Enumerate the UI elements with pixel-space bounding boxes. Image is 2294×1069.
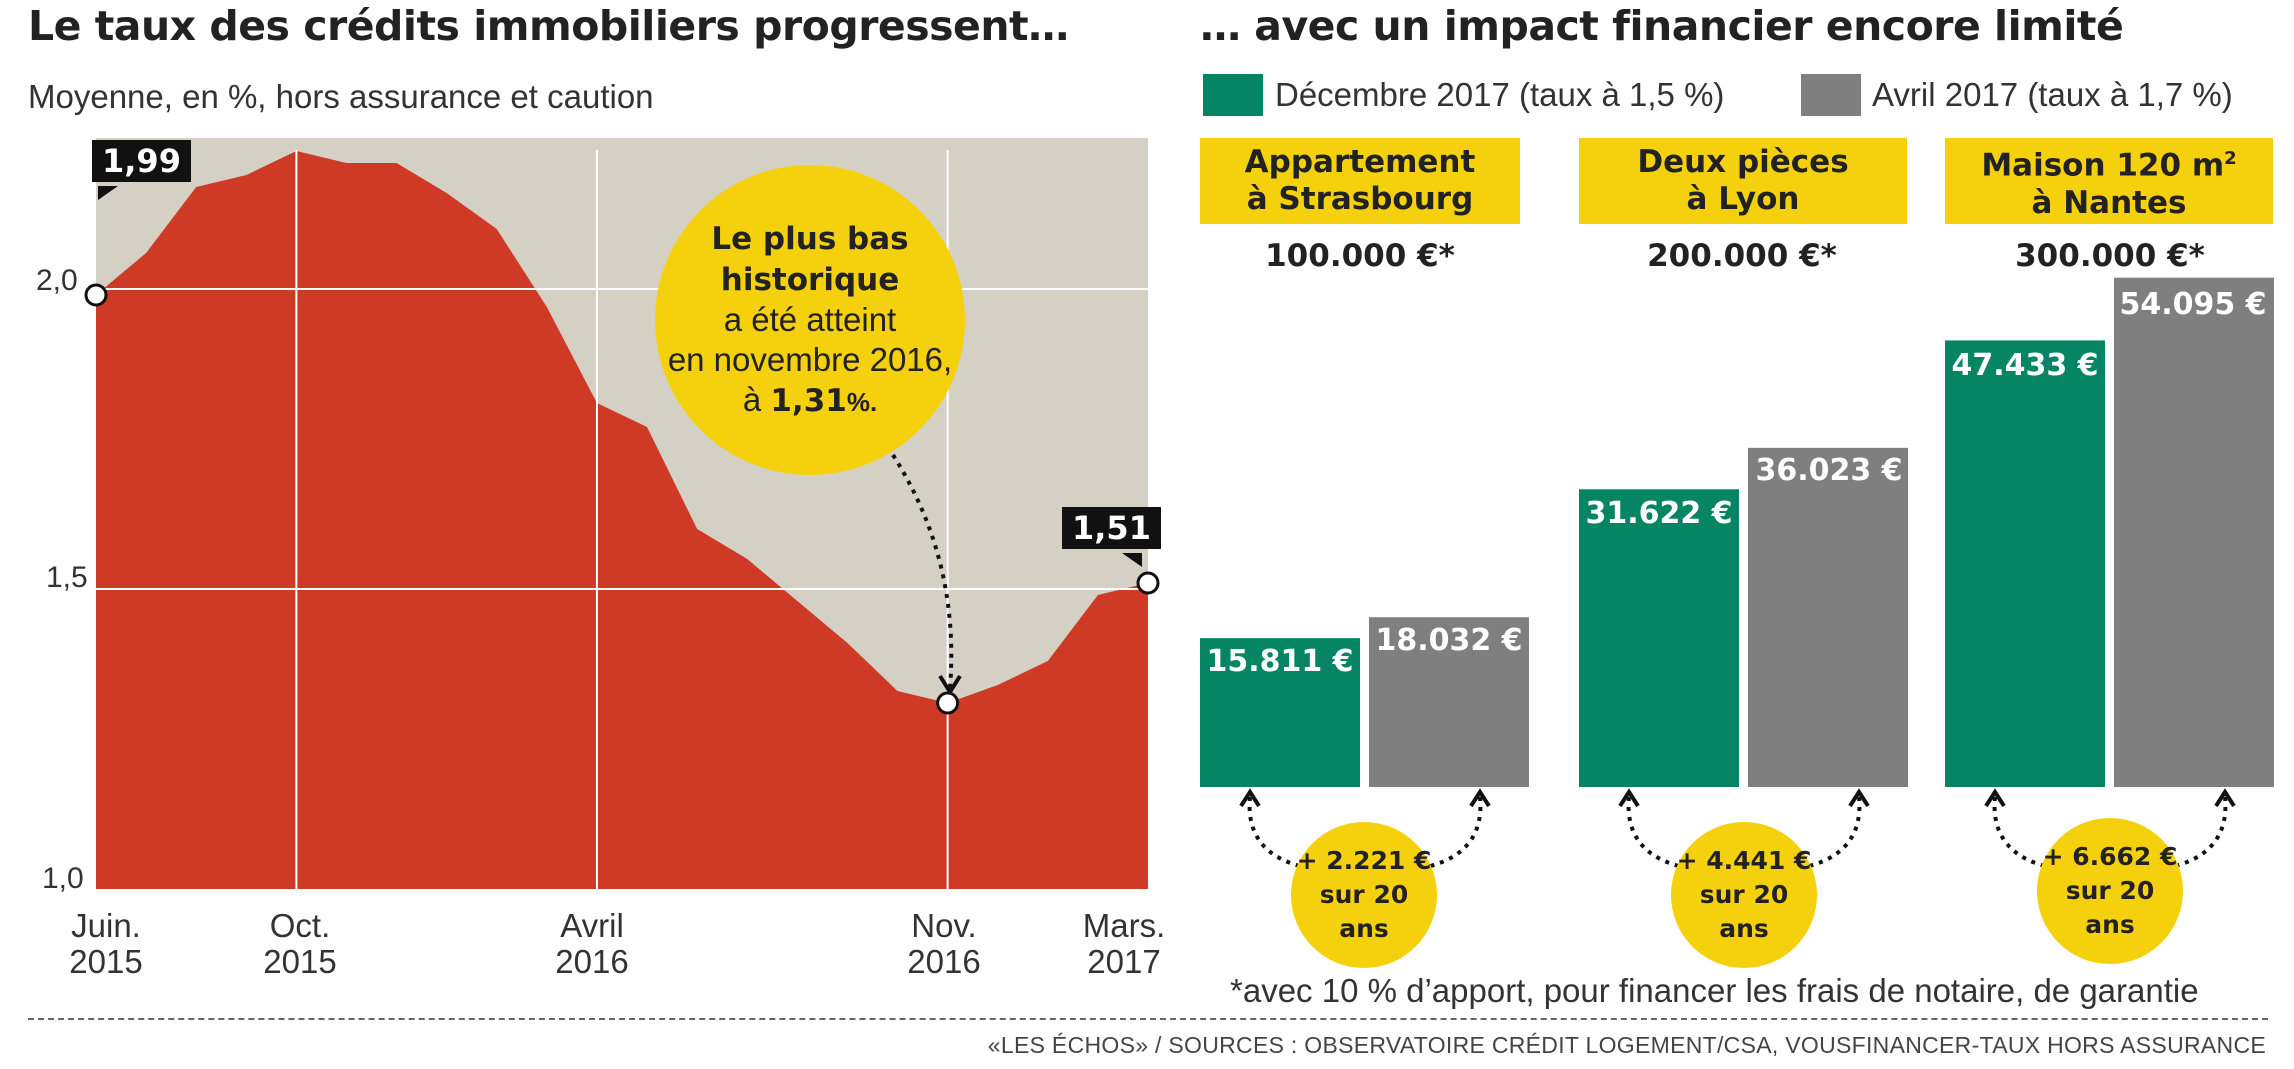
footnote: *avec 10 % d’apport, pour financer les f… [1230,972,2199,1009]
bar-value-label: 54.095 € [2119,287,2267,322]
x-tick-label: Oct. 2015 [240,908,360,980]
difference-arrow [1626,796,1700,872]
bar-value-label: 36.023 € [1755,453,1903,488]
difference-arrowhead [1239,788,1261,808]
y-tick-label: 1,0 [42,862,84,895]
callout-line: en novembre 2016, [667,341,953,378]
x-tick-label: Mars. 2017 [1064,908,1184,980]
bar-value-label: 31.622 € [1585,496,1733,531]
difference-arrowhead [1984,788,2006,808]
x-tick-month: Juin. [71,907,141,944]
x-tick-month: Nov. [911,907,977,944]
source-credit: «LES ÉCHOS» / SOURCES : OBSERVATOIRE CRÉ… [987,1032,2266,1058]
bar-value-label: 15.811 € [1206,644,1354,679]
property-price: 100.000 €* [1265,238,1455,274]
difference-arrowhead [1848,788,1870,808]
difference-arrowhead [1469,788,1491,808]
left-chart-title: Le taux des crédits immobiliers progress… [28,2,1069,50]
legend-swatch-april [1801,74,1861,116]
bar-value-label: 47.433 € [1951,348,2099,383]
rate-area [96,151,1148,889]
bar-december-2017 [1579,489,1739,787]
y-tick-label: 1,5 [46,561,88,594]
bar-december-2017 [1200,638,1360,787]
legend-label-december: Décembre 2017 (taux à 1,5 %) [1275,76,1725,113]
cost-difference-badge: + 6.662 € sur 20 ans [2037,818,2183,964]
difference-arrowhead [2214,788,2236,808]
difference-arrow [1247,796,1321,872]
x-tick-label: Nov. 2016 [884,908,1004,980]
x-tick-label: Juin. 2015 [46,908,166,980]
data-point-marker [1136,571,1160,595]
callout-line: Le plus bas [711,221,909,257]
record-low-callout: Le plus bas historique a été atteint en … [655,165,965,475]
end-value-flag: 1,51 [1062,507,1161,549]
x-tick-month: Avril [560,907,624,944]
x-tick-year: 2017 [1087,943,1161,980]
callout-arrow [891,453,954,689]
start-flag-pointer [98,186,118,200]
x-tick-month: Mars. [1082,907,1166,944]
left-chart-subtitle: Moyenne, en %, hors assurance et caution [28,78,654,115]
bar-december-2017 [1945,340,2105,787]
bar-april-2017 [1369,617,1529,787]
property-label: Maison 120 m2 à Nantes [1945,138,2273,224]
difference-arrowhead [1618,788,1640,808]
x-tick-month: Oct. [269,907,331,944]
property-price: 200.000 €* [1647,238,1837,274]
y-tick-label: 2,0 [36,264,78,297]
callout-line: à 1,31%. [742,381,878,419]
bar-april-2017 [1748,447,1908,787]
x-tick-label: Avril 2016 [532,908,652,980]
right-chart-title: … avec un impact financier encore limité [1200,2,2124,50]
x-tick-year: 2015 [69,943,143,980]
legend-label-april: Avril 2017 (taux à 1,7 %) [1872,76,2233,113]
callout-line: a été atteint [723,301,897,338]
property-price: 300.000 €* [2015,238,2205,274]
callout-line: historique [720,262,900,298]
property-label: Deux pièces à Lyon [1579,138,1907,224]
data-point-marker [936,691,960,715]
difference-arrow [1409,796,1483,872]
bar-april-2017 [2114,277,2274,787]
x-tick-year: 2016 [555,943,629,980]
difference-arrow [2154,796,2228,872]
start-value-flag: 1,99 [92,140,191,182]
difference-arrow [1992,796,2066,872]
end-flag-pointer [1122,553,1142,567]
rate-area-chart [84,138,1160,889]
property-label: Appartement à Strasbourg [1200,138,1520,224]
data-point-marker [84,283,108,307]
x-tick-year: 2015 [263,943,337,980]
footer-divider [28,1018,2268,1020]
cost-difference-badge: + 2.221 € sur 20 ans [1291,822,1437,968]
cost-difference-badge: + 4.441 € sur 20 ans [1671,822,1817,968]
difference-arrow [1788,796,1862,872]
bar-value-label: 18.032 € [1375,623,1523,658]
loan-cost-bar-chart [1200,277,2274,872]
legend-swatch-december [1203,74,1263,116]
x-tick-year: 2016 [907,943,981,980]
